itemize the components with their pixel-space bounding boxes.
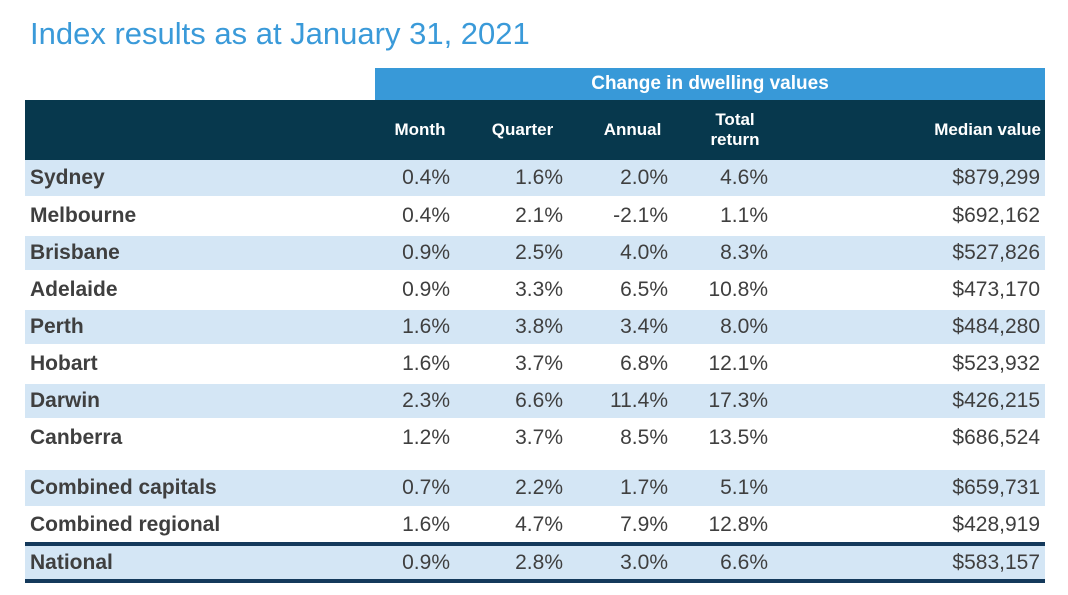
table-row-combined-regional: Combined regional 1.6% 4.7% 7.9% 12.8% $…	[25, 507, 1045, 544]
cell-quarter: 6.6%	[465, 382, 580, 419]
cell-region: Melbourne	[30, 203, 137, 227]
cell-quarter: 3.7%	[515, 425, 563, 449]
cell-total-return: 5.1%	[685, 470, 785, 507]
cell-quarter: 1.6%	[465, 160, 580, 197]
cell-median-value: $692,162	[952, 203, 1040, 227]
cell-median-value: $686,524	[952, 425, 1040, 449]
cell-median-value: $428,919	[952, 513, 1040, 537]
table-row-perth: Perth 1.6% 3.8% 3.4% 8.0% $484,280	[25, 308, 1045, 345]
page-title: Index results as at January 31, 2021	[30, 16, 530, 51]
header-month: Month	[375, 100, 465, 160]
cell-quarter: 3.7%	[515, 351, 563, 375]
cell-quarter: 2.8%	[465, 544, 580, 581]
cell-total-return: 10.8%	[708, 277, 768, 301]
cell-annual: 1.7%	[580, 470, 685, 507]
cell-month: 1.6%	[402, 351, 450, 375]
cell-quarter: 3.3%	[515, 277, 563, 301]
spacer-cell	[25, 456, 1045, 470]
cell-total-return: 17.3%	[685, 382, 785, 419]
cell-annual: 7.9%	[620, 513, 668, 537]
table-row-melbourne: Melbourne 0.4% 2.1% -2.1% 1.1% $692,162	[25, 197, 1045, 234]
cell-median-value: $473,170	[952, 277, 1040, 301]
cell-total-return: 13.5%	[708, 425, 768, 449]
cell-annual: 6.5%	[620, 277, 668, 301]
banner-label: Change in dwelling values	[591, 73, 829, 94]
cell-total-return: 8.0%	[685, 308, 785, 345]
cell-annual: 6.8%	[620, 351, 668, 375]
cell-quarter: 3.8%	[465, 308, 580, 345]
table-spacer-row	[25, 456, 1045, 470]
cell-region: Canberra	[30, 425, 123, 449]
cell-region: Darwin	[25, 382, 375, 419]
table-row-brisbane: Brisbane 0.9% 2.5% 4.0% 8.3% $527,826	[25, 234, 1045, 271]
header-median-value: Median value	[785, 100, 1045, 160]
cell-total-return: 1.1%	[720, 203, 768, 227]
table-row-combined-capitals: Combined capitals 0.7% 2.2% 1.7% 5.1% $6…	[25, 470, 1045, 507]
cell-annual: 8.5%	[620, 425, 668, 449]
cell-annual: -2.1%	[613, 203, 668, 227]
cell-month: 0.4%	[402, 203, 450, 227]
cell-annual: 4.0%	[580, 234, 685, 271]
cell-region: Brisbane	[25, 234, 375, 271]
cell-month: 0.4%	[375, 160, 465, 197]
header-total-return: Total return	[685, 100, 785, 160]
cell-total-return: 4.6%	[685, 160, 785, 197]
cell-total-return: 12.8%	[708, 513, 768, 537]
cell-annual: 11.4%	[580, 382, 685, 419]
cell-total-return: 8.3%	[685, 234, 785, 271]
table-body: Sydney 0.4% 1.6% 2.0% 4.6% $879,299 Melb…	[25, 160, 1045, 581]
cell-region: National	[25, 544, 375, 581]
header-row: Month Quarter Annual Total return Median…	[25, 100, 1045, 160]
cell-month: 1.6%	[375, 308, 465, 345]
cell-annual: 3.4%	[580, 308, 685, 345]
cell-month: 2.3%	[375, 382, 465, 419]
table-row-sydney: Sydney 0.4% 1.6% 2.0% 4.6% $879,299	[25, 160, 1045, 197]
cell-month: 1.6%	[402, 513, 450, 537]
cell-region: Sydney	[25, 160, 375, 197]
cell-quarter: 2.5%	[465, 234, 580, 271]
cell-quarter: 2.1%	[515, 203, 563, 227]
cell-region: Adelaide	[30, 277, 118, 301]
cell-median-value: $659,731	[785, 470, 1045, 507]
cell-quarter: 4.7%	[515, 513, 563, 537]
cell-region: Perth	[25, 308, 375, 345]
cell-month: 1.2%	[402, 425, 450, 449]
cell-median-value: $426,215	[785, 382, 1045, 419]
table-row-hobart: Hobart 1.6% 3.7% 6.8% 12.1% $523,932	[25, 345, 1045, 382]
header-quarter: Quarter	[465, 100, 580, 160]
change-in-dwelling-values-banner: Change in dwelling values	[375, 68, 1045, 100]
cell-region: Combined capitals	[25, 470, 375, 507]
cell-month: 0.9%	[375, 544, 465, 581]
cell-quarter: 2.2%	[465, 470, 580, 507]
index-results-table: Month Quarter Annual Total return Median…	[25, 100, 1045, 583]
table-row-national: National 0.9% 2.8% 3.0% 6.6% $583,157	[25, 544, 1045, 581]
cell-region: Combined regional	[30, 513, 221, 537]
cell-median-value: $484,280	[785, 308, 1045, 345]
table-header: Month Quarter Annual Total return Median…	[25, 100, 1045, 160]
table-row-darwin: Darwin 2.3% 6.6% 11.4% 17.3% $426,215	[25, 382, 1045, 419]
cell-month: 0.7%	[375, 470, 465, 507]
cell-annual: 2.0%	[580, 160, 685, 197]
cell-median-value: $523,932	[952, 351, 1040, 375]
cell-total-return: 12.1%	[708, 351, 768, 375]
cell-annual: 3.0%	[580, 544, 685, 581]
header-region	[25, 100, 375, 160]
header-annual: Annual	[580, 100, 685, 160]
cell-median-value: $583,157	[785, 544, 1045, 581]
table-row-canberra: Canberra 1.2% 3.7% 8.5% 13.5% $686,524	[25, 419, 1045, 456]
cell-median-value: $527,826	[785, 234, 1045, 271]
cell-total-return: 6.6%	[685, 544, 785, 581]
cell-median-value: $879,299	[785, 160, 1045, 197]
cell-region: Hobart	[30, 351, 98, 375]
cell-month: 0.9%	[402, 277, 450, 301]
cell-month: 0.9%	[375, 234, 465, 271]
table-row-adelaide: Adelaide 0.9% 3.3% 6.5% 10.8% $473,170	[25, 271, 1045, 308]
